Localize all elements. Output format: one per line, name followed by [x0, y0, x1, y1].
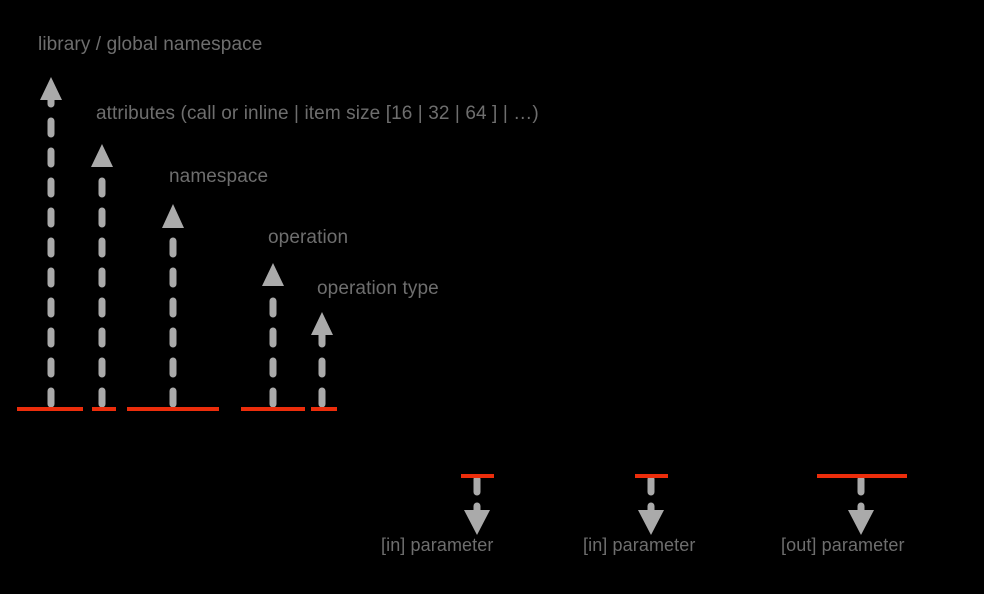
arrow-operation [262, 263, 284, 408]
label-operation: operation [268, 227, 349, 248]
underline-in-parameter-2 [635, 474, 668, 478]
underline-operation-type [311, 407, 337, 411]
label-in-parameter-2: [in] parameter [583, 535, 696, 555]
label-attributes: attributes (call or inline | item size [… [96, 103, 539, 124]
underline-out-parameter [817, 474, 907, 478]
arrow-operation-type [311, 312, 333, 408]
underline-namespace [127, 407, 219, 411]
label-library-global-namespace: library / global namespace [38, 34, 263, 55]
label-out-parameter: [out] parameter [781, 535, 905, 555]
underline-in-parameter-1 [461, 474, 494, 478]
underline-operation [241, 407, 305, 411]
label-in-parameter-1: [in] parameter [381, 535, 494, 555]
arrow-library [40, 77, 62, 408]
label-namespace: namespace [169, 166, 269, 187]
label-operation-type: operation type [317, 278, 439, 299]
arrow-namespace [162, 204, 184, 408]
arrow-attributes [91, 144, 113, 408]
arrow-out-parameter [848, 475, 874, 535]
arrow-in-parameter-1 [464, 475, 490, 535]
arrow-in-parameter-2 [638, 475, 664, 535]
underline-library [17, 407, 83, 411]
underline-attributes [92, 407, 116, 411]
